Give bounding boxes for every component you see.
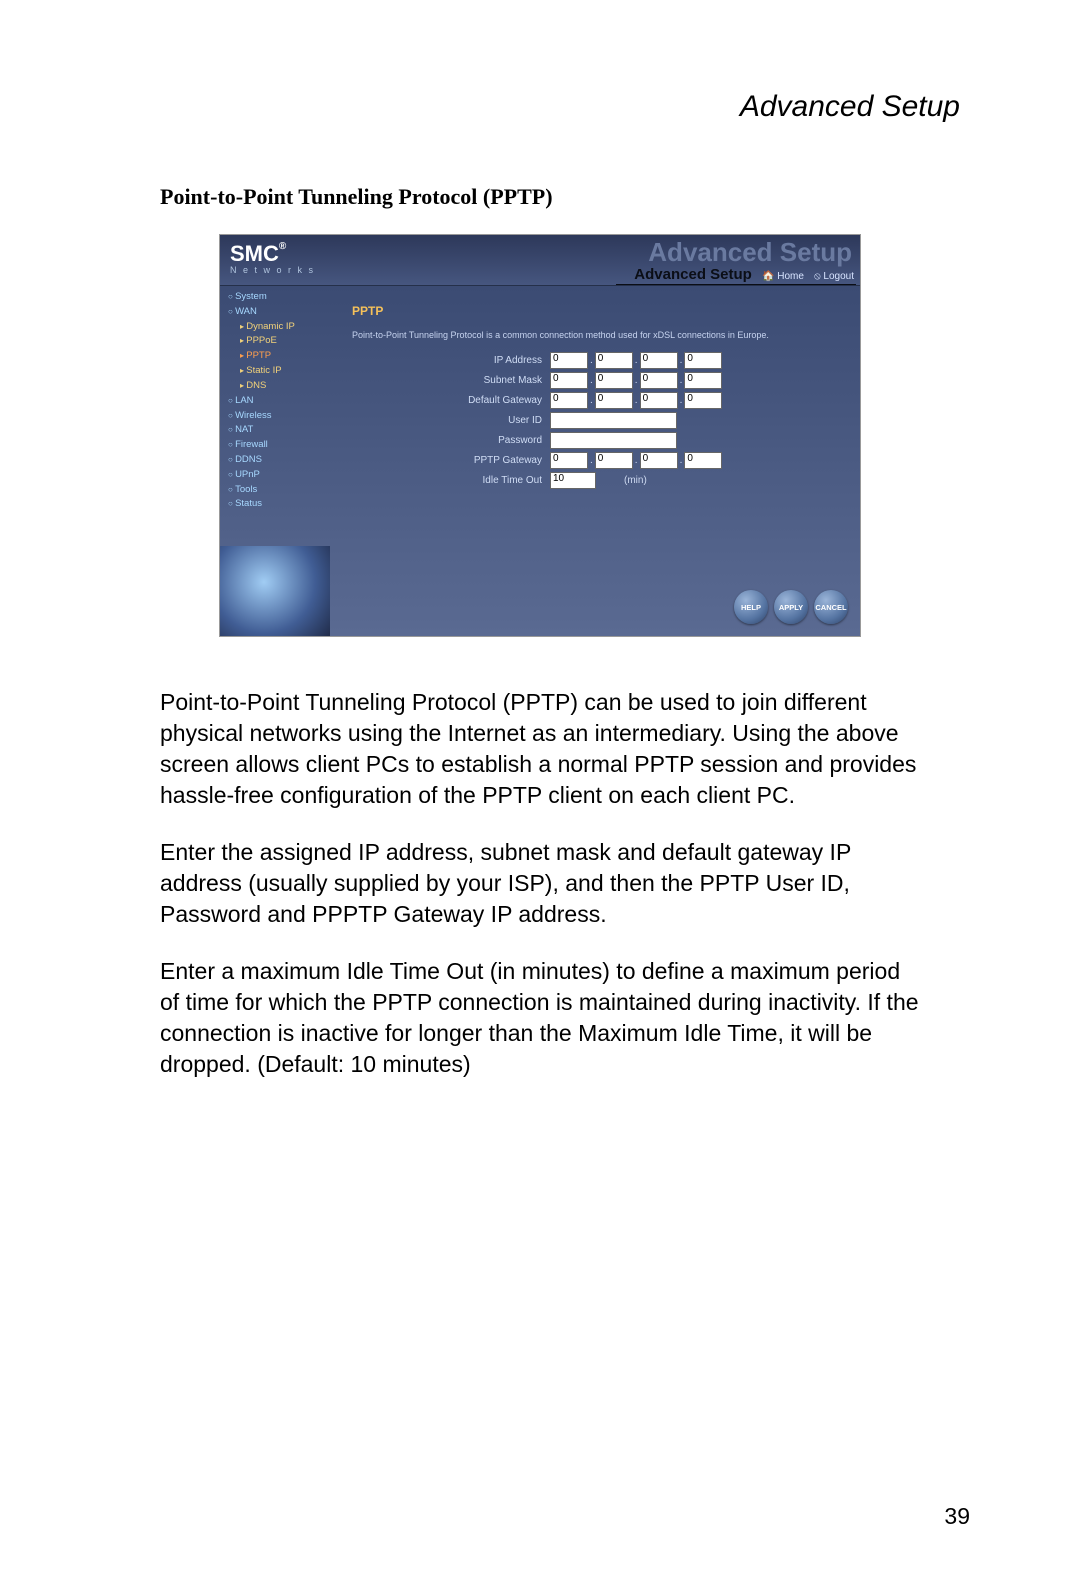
label-subnet-mask: Subnet Mask xyxy=(352,375,550,386)
page-number: 39 xyxy=(944,1503,970,1530)
sm-1[interactable]: 0 xyxy=(550,372,588,389)
nav-lan[interactable]: LAN xyxy=(228,394,338,409)
nav-system[interactable]: System xyxy=(228,290,338,305)
nav-wireless[interactable]: Wireless xyxy=(228,409,338,424)
row-pptp-gateway: PPTP Gateway 0. 0. 0. 0 xyxy=(352,452,842,469)
action-buttons: HELP APPLY CANCEL xyxy=(734,590,848,624)
row-password: Password xyxy=(352,432,842,449)
user-id-input[interactable] xyxy=(550,412,677,429)
idle-unit: (min) xyxy=(624,475,647,486)
pg-1[interactable]: 0 xyxy=(550,452,588,469)
pptp-heading: PPTP xyxy=(352,304,842,318)
dg-2[interactable]: 0 xyxy=(595,392,633,409)
pg-4[interactable]: 0 xyxy=(684,452,722,469)
ip-a2[interactable]: 0 xyxy=(595,352,633,369)
nav-ddns[interactable]: DDNS xyxy=(228,453,338,468)
dg-3[interactable]: 0 xyxy=(640,392,678,409)
logo-registered: ® xyxy=(279,241,286,252)
router-screenshot: SMC® N e t w o r k s Advanced Setup Adva… xyxy=(219,234,861,637)
apply-button[interactable]: APPLY xyxy=(774,590,808,624)
sm-4[interactable]: 0 xyxy=(684,372,722,389)
nav-nat[interactable]: NAT xyxy=(228,423,338,438)
paragraph-3: Enter a maximum Idle Time Out (in minute… xyxy=(160,956,920,1080)
ip-a3[interactable]: 0 xyxy=(640,352,678,369)
label-password: Password xyxy=(352,435,550,446)
logo-subtitle: N e t w o r k s xyxy=(230,265,315,275)
row-subnet-mask: Subnet Mask 0. 0. 0. 0 xyxy=(352,372,842,389)
paragraph-2: Enter the assigned IP address, subnet ma… xyxy=(160,837,920,930)
ip-a4[interactable]: 0 xyxy=(684,352,722,369)
nav-status[interactable]: Status xyxy=(228,497,338,512)
screenshot-header: SMC® N e t w o r k s Advanced Setup Adva… xyxy=(220,235,860,286)
dg-1[interactable]: 0 xyxy=(550,392,588,409)
smc-logo: SMC® N e t w o r k s xyxy=(230,241,315,275)
nav-firewall[interactable]: Firewall xyxy=(228,438,338,453)
row-ip-address: IP Address 0. 0. 0. 0 xyxy=(352,352,842,369)
nav-wan[interactable]: WAN xyxy=(228,305,338,320)
label-user-id: User ID xyxy=(352,415,550,426)
nav-tools[interactable]: Tools xyxy=(228,483,338,498)
label-ip-address: IP Address xyxy=(352,355,550,366)
nav-pppoe[interactable]: PPPoE xyxy=(228,334,338,349)
password-input[interactable] xyxy=(550,432,677,449)
home-link[interactable]: 🏠 Home xyxy=(762,271,804,282)
page-header: Advanced Setup xyxy=(100,90,980,124)
nav-dynamic-ip[interactable]: Dynamic IP xyxy=(228,320,338,335)
paragraph-1: Point-to-Point Tunneling Protocol (PPTP)… xyxy=(160,687,920,811)
sm-3[interactable]: 0 xyxy=(640,372,678,389)
sidebar-nav: System WAN Dynamic IP PPPoE PPTP Static … xyxy=(220,286,338,636)
logo-text: SMC xyxy=(230,241,279,266)
label-idle-timeout: Idle Time Out xyxy=(352,475,550,486)
page: Advanced Setup Point-to-Point Tunneling … xyxy=(0,0,1080,1570)
label-default-gateway: Default Gateway xyxy=(352,395,550,406)
title-bar-text: Advanced Setup xyxy=(634,266,752,283)
idle-timeout-input[interactable]: 10 xyxy=(550,472,596,489)
cancel-button[interactable]: CANCEL xyxy=(814,590,848,624)
nav-pptp[interactable]: PPTP xyxy=(228,349,338,364)
nav-upnp[interactable]: UPnP xyxy=(228,468,338,483)
nav-decorative-image xyxy=(220,546,330,636)
row-default-gateway: Default Gateway 0. 0. 0. 0 xyxy=(352,392,842,409)
nav-static-ip[interactable]: Static IP xyxy=(228,364,338,379)
title-underline xyxy=(616,284,856,285)
label-pptp-gateway: PPTP Gateway xyxy=(352,455,550,466)
section-title: Point-to-Point Tunneling Protocol (PPTP) xyxy=(160,184,980,210)
ghost-title: Advanced Setup xyxy=(648,237,852,268)
dg-4[interactable]: 0 xyxy=(684,392,722,409)
content-panel: PPTP Point-to-Point Tunneling Protocol i… xyxy=(338,286,860,636)
sm-2[interactable]: 0 xyxy=(595,372,633,389)
help-button[interactable]: HELP xyxy=(734,590,768,624)
pg-3[interactable]: 0 xyxy=(640,452,678,469)
logout-link[interactable]: ⦸ Logout xyxy=(814,271,854,282)
nav-dns[interactable]: DNS xyxy=(228,379,338,394)
row-idle-timeout: Idle Time Out 10 (min) xyxy=(352,472,842,489)
ip-a1[interactable]: 0 xyxy=(550,352,588,369)
row-user-id: User ID xyxy=(352,412,842,429)
screenshot-body: System WAN Dynamic IP PPPoE PPTP Static … xyxy=(220,286,860,636)
title-bar: Advanced Setup 🏠 Home ⦸ Logout xyxy=(634,266,854,283)
pg-2[interactable]: 0 xyxy=(595,452,633,469)
pptp-description: Point-to-Point Tunneling Protocol is a c… xyxy=(352,330,842,340)
